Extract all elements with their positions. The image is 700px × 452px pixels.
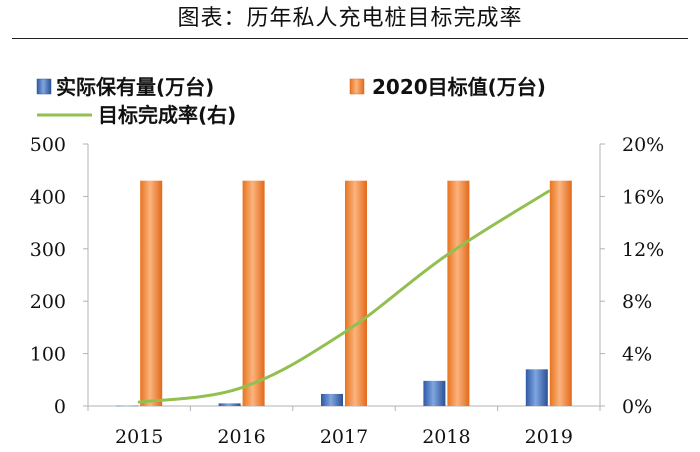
bar-actual: [116, 405, 139, 407]
y-left-tick-label: 400: [30, 186, 66, 208]
y-left-tick-label: 500: [30, 134, 66, 156]
bar-actual: [321, 393, 343, 406]
y-right-tick-label: 20%: [622, 134, 664, 156]
y-axis-left-ticks: 0 100 200 300 400 500: [30, 134, 88, 418]
bar-target: [549, 180, 572, 406]
x-tick-label: 2015: [115, 426, 163, 448]
bar-target: [140, 180, 163, 406]
bar-marks: [116, 180, 572, 407]
legend-label-actual: 实际保有量(万台): [56, 75, 214, 99]
x-tick-label: 2016: [217, 426, 265, 448]
bar-actual: [525, 369, 548, 406]
legend-label-rate: 目标完成率(右): [98, 103, 236, 127]
y-left-tick-label: 300: [30, 239, 66, 261]
y-axis-right-ticks: 0% 4% 8% 12% 16% 20%: [600, 134, 664, 418]
bar-target: [345, 180, 367, 406]
chart-title: 图表：历年私人充电桩目标完成率: [177, 6, 523, 31]
bar-target: [242, 180, 265, 406]
line-marks: [137, 189, 551, 404]
title-underline: [12, 38, 688, 39]
legend-label-target: 2020目标值(万台): [372, 75, 546, 99]
y-left-tick-label: 0: [54, 396, 66, 418]
y-right-tick-label: 16%: [622, 186, 664, 208]
line-rate: [137, 189, 551, 404]
y-right-tick-label: 0%: [622, 396, 652, 418]
y-right-tick-label: 4%: [622, 344, 652, 366]
x-tick-label: 2018: [422, 426, 470, 448]
legend-swatch-actual: [36, 78, 52, 95]
legend-swatch-target: [349, 78, 365, 95]
y-left-tick-label: 200: [30, 291, 66, 313]
bar-target: [447, 180, 470, 406]
x-tick-label: 2017: [320, 426, 368, 448]
y-left-tick-label: 100: [30, 344, 66, 366]
bar-actual: [423, 380, 446, 406]
y-right-tick-label: 8%: [622, 291, 652, 313]
bar-actual: [218, 403, 241, 406]
y-right-tick-label: 12%: [622, 239, 664, 261]
title-area: 图表：历年私人充电桩目标完成率: [0, 0, 700, 40]
legend: 实际保有量(万台) 2020目标值(万台) 目标完成率(右): [36, 75, 546, 127]
x-tick-label: 2019: [525, 426, 573, 448]
x-axis-ticks: 2015 2016 2017 2018 2019: [87, 406, 601, 448]
